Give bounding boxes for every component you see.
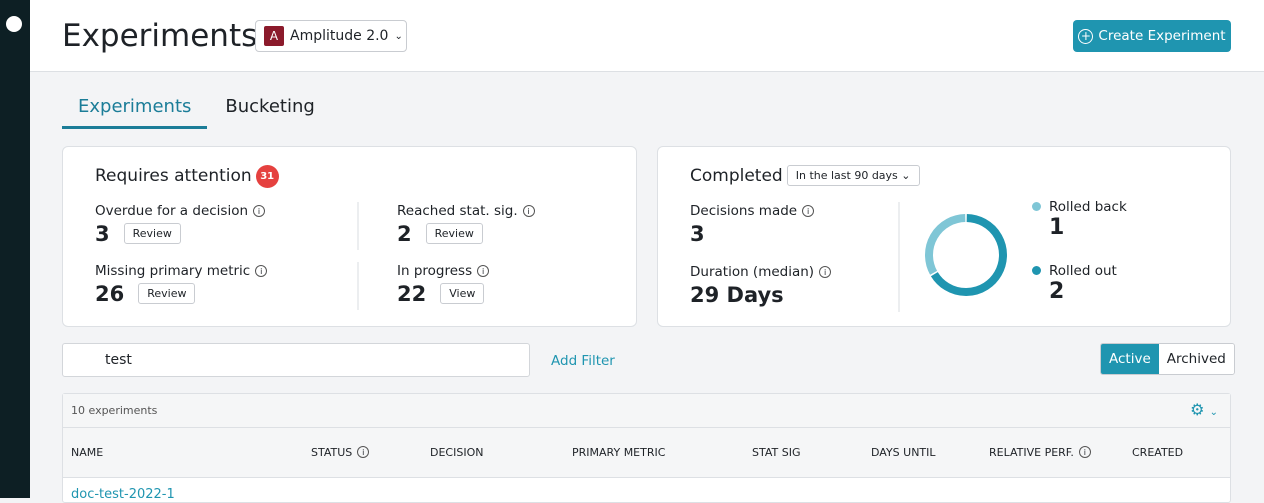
stat-label: Missing primary metric bbox=[95, 263, 251, 279]
attention-title: Requires attention bbox=[95, 166, 252, 186]
create-experiment-button[interactable]: + Create Experiment bbox=[1073, 20, 1231, 52]
donut-segment-rolled-out bbox=[930, 214, 1007, 296]
info-icon[interactable]: i bbox=[477, 265, 490, 277]
legend-value: 1 bbox=[1049, 215, 1065, 240]
plus-circle-icon: + bbox=[1078, 28, 1094, 44]
legend-rolled-back: Rolled back 1 bbox=[1032, 199, 1127, 240]
column-relative-perf[interactable]: RELATIVE PERF. i bbox=[989, 446, 1091, 459]
column-name[interactable]: NAME bbox=[71, 446, 104, 459]
legend-label: Rolled back bbox=[1049, 199, 1127, 215]
column-label: STATUS bbox=[311, 446, 353, 459]
tab-experiments[interactable]: Experiments bbox=[62, 96, 208, 129]
chevron-down-icon: ⌄ bbox=[901, 169, 911, 182]
stat-value: 29 Days bbox=[690, 283, 784, 307]
info-icon[interactable]: i bbox=[255, 265, 268, 277]
stat-reached-sig: Reached stat. sig. i 2 Review bbox=[397, 203, 535, 246]
archived-toggle[interactable]: Archived bbox=[1158, 344, 1234, 374]
stat-in-progress: In progress i 22 View bbox=[397, 263, 490, 306]
column-label: RELATIVE PERF. bbox=[989, 446, 1074, 459]
stat-label: Overdue for a decision bbox=[95, 203, 249, 219]
chevron-down-icon: ⌄ bbox=[394, 30, 403, 42]
range-label: In the last 90 days bbox=[795, 169, 898, 182]
project-name: Amplitude 2.0 bbox=[290, 28, 389, 44]
review-button[interactable]: Review bbox=[425, 223, 483, 244]
review-button[interactable]: Review bbox=[138, 283, 196, 304]
info-icon[interactable]: i bbox=[253, 205, 266, 217]
legend-dot bbox=[1032, 266, 1041, 275]
sidebar bbox=[0, 0, 30, 498]
experiments-table: 10 experiments ⚙ ⌄ NAME STATUS i DECISION … bbox=[62, 393, 1231, 503]
stat-value: 3 bbox=[690, 222, 705, 246]
stat-value: 2 bbox=[397, 222, 412, 246]
experiment-count: 10 experiments bbox=[71, 404, 158, 417]
legend-dot bbox=[1032, 202, 1041, 211]
amplitude-logo-icon[interactable] bbox=[6, 16, 22, 32]
active-toggle[interactable]: Active bbox=[1101, 344, 1159, 374]
stat-label: Duration (median) bbox=[690, 264, 815, 280]
stat-value: 22 bbox=[397, 282, 427, 306]
info-icon[interactable]: i bbox=[802, 205, 815, 217]
view-button[interactable]: View bbox=[440, 283, 485, 304]
stat-duration: Duration (median) i 29 Days bbox=[690, 264, 832, 307]
divider bbox=[898, 202, 900, 312]
project-selector[interactable]: A Amplitude 2.0 ⌄ bbox=[255, 20, 407, 52]
tab-bucketing[interactable]: Bucketing bbox=[225, 96, 315, 117]
column-days-until[interactable]: DAYS UNTIL bbox=[871, 446, 936, 459]
stat-label: Decisions made bbox=[690, 203, 798, 219]
completed-title: Completed bbox=[690, 166, 783, 186]
info-icon[interactable]: i bbox=[819, 266, 832, 278]
stat-decisions: Decisions made i 3 bbox=[690, 203, 815, 246]
info-icon[interactable]: i bbox=[1078, 446, 1091, 458]
chevron-down-icon: ⌄ bbox=[1209, 407, 1218, 418]
attention-count-badge: 31 bbox=[255, 165, 279, 188]
info-icon[interactable]: i bbox=[357, 446, 370, 458]
table-header: NAME STATUS i DECISION PRIMARY METRIC STA… bbox=[63, 428, 1230, 478]
search-input[interactable]: test bbox=[62, 343, 530, 377]
page-title: Experiments bbox=[62, 18, 258, 54]
stat-value: 26 bbox=[95, 282, 125, 306]
legend-label: Rolled out bbox=[1049, 263, 1117, 279]
column-stat-sig[interactable]: STAT SIG bbox=[752, 446, 801, 459]
range-dropdown[interactable]: In the last 90 days ⌄ bbox=[786, 165, 920, 186]
gear-icon[interactable]: ⚙ ⌄ bbox=[1190, 400, 1218, 419]
tabs: Experiments Bucketing bbox=[62, 96, 333, 129]
divider bbox=[357, 262, 359, 310]
view-toggle: Active Archived bbox=[1100, 343, 1235, 375]
card-title: Requires attention 31 bbox=[95, 165, 279, 188]
completed-card: Completed In the last 90 days ⌄ Decisions… bbox=[657, 146, 1231, 327]
donut-segment-rolled-back bbox=[925, 214, 966, 275]
experiment-name-link[interactable]: doc-test-2022-1 bbox=[71, 487, 175, 502]
stat-label: Reached stat. sig. bbox=[397, 203, 518, 219]
info-icon[interactable]: i bbox=[522, 205, 535, 217]
column-primary-metric[interactable]: PRIMARY METRIC bbox=[572, 446, 666, 459]
stat-overdue: Overdue for a decision i 3 Review bbox=[95, 203, 266, 246]
divider bbox=[357, 202, 359, 250]
stat-missing-metric: Missing primary metric i 26 Review bbox=[95, 263, 268, 306]
stat-label: In progress bbox=[397, 263, 473, 279]
column-status[interactable]: STATUS i bbox=[311, 446, 370, 459]
requires-attention-card: Requires attention 31 Overdue for a decis… bbox=[62, 146, 637, 327]
header: Experiments A Amplitude 2.0 ⌄ + Create Expe… bbox=[30, 0, 1264, 72]
project-badge: A bbox=[264, 26, 284, 46]
review-button[interactable]: Review bbox=[123, 223, 181, 244]
donut-chart bbox=[925, 214, 1007, 296]
column-created[interactable]: CREATED bbox=[1132, 446, 1184, 459]
card-title: Completed In the last 90 days ⌄ bbox=[690, 165, 920, 186]
stat-value: 3 bbox=[95, 222, 110, 246]
column-decision[interactable]: DECISION bbox=[430, 446, 484, 459]
create-experiment-label: Create Experiment bbox=[1098, 28, 1226, 44]
legend-rolled-out: Rolled out 2 bbox=[1032, 263, 1117, 304]
table-toolbar: 10 experiments ⚙ ⌄ bbox=[63, 394, 1230, 428]
legend-value: 2 bbox=[1049, 279, 1065, 304]
add-filter-link[interactable]: Add Filter bbox=[551, 353, 615, 369]
